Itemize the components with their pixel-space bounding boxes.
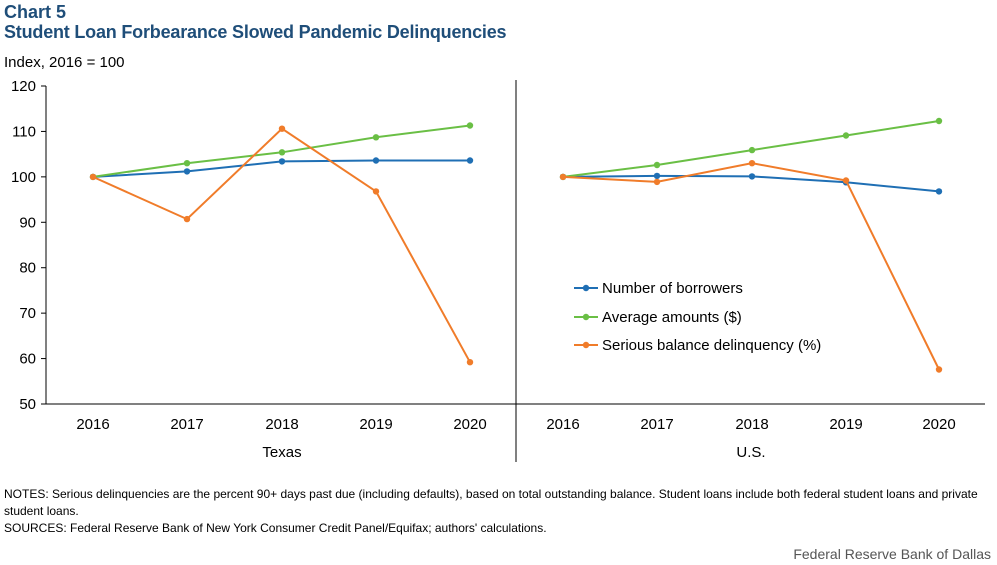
data-point bbox=[653, 178, 661, 186]
x-tick-label: 2019 bbox=[829, 416, 862, 433]
x-tick-label: 2018 bbox=[735, 416, 768, 433]
data-point bbox=[372, 188, 380, 195]
notes-block: NOTES: Serious delinquencies are the per… bbox=[4, 486, 989, 537]
data-point bbox=[183, 168, 191, 175]
y-tick-label: 80 bbox=[19, 260, 36, 277]
panel-label: Texas bbox=[262, 444, 301, 461]
data-point bbox=[842, 132, 850, 139]
y-tick-label: 120 bbox=[11, 78, 36, 95]
data-point bbox=[466, 157, 474, 164]
data-point bbox=[748, 173, 756, 180]
x-tick-label: 2020 bbox=[453, 416, 486, 433]
legend-label: Serious balance delinquency (%) bbox=[602, 337, 821, 354]
x-tick-label: 2016 bbox=[76, 416, 109, 433]
sources-text: SOURCES: Federal Reserve Bank of New Yor… bbox=[4, 521, 547, 535]
chart-title: Student Loan Forbearance Slowed Pandemic… bbox=[4, 22, 507, 42]
data-point bbox=[466, 122, 474, 129]
y-tick-label: 70 bbox=[19, 305, 36, 322]
x-tick-label: 2016 bbox=[546, 416, 579, 433]
source-credit: Federal Reserve Bank of Dallas bbox=[793, 546, 991, 562]
data-point bbox=[183, 160, 191, 167]
notes-text: NOTES: Serious delinquencies are the per… bbox=[4, 487, 978, 518]
data-point bbox=[842, 177, 850, 184]
legend-swatch-marker bbox=[582, 313, 590, 321]
data-point bbox=[935, 117, 943, 125]
panel-label: U.S. bbox=[736, 444, 765, 461]
x-tick-label: 2017 bbox=[640, 416, 673, 433]
data-point bbox=[372, 157, 380, 164]
data-point bbox=[653, 161, 661, 169]
legend-swatch-marker bbox=[582, 341, 590, 349]
data-point bbox=[653, 172, 661, 180]
data-point bbox=[559, 173, 567, 181]
data-point bbox=[278, 125, 286, 132]
chart-number: Chart 5 bbox=[4, 2, 67, 22]
data-point bbox=[183, 215, 191, 223]
line-chart: 50 60 70 80 90 100 110 120 2016 2017 2018 2019 2020 T… bbox=[11, 78, 985, 462]
y-tick-label: 60 bbox=[19, 351, 36, 368]
data-point bbox=[748, 160, 756, 167]
x-tick-label: 2018 bbox=[265, 416, 298, 433]
x-tick-label: 2020 bbox=[922, 416, 955, 433]
data-point bbox=[278, 149, 286, 156]
data-point bbox=[89, 173, 97, 181]
data-point bbox=[935, 188, 943, 195]
y-tick-label: 100 bbox=[11, 169, 36, 186]
data-point bbox=[466, 359, 474, 366]
y-tick-label: 50 bbox=[19, 396, 36, 413]
y-axis-unit-label: Index, 2016 = 100 bbox=[4, 54, 125, 71]
data-point bbox=[935, 366, 943, 373]
legend-label: Number of borrowers bbox=[602, 280, 743, 297]
data-point bbox=[748, 146, 756, 154]
y-tick-label: 110 bbox=[12, 123, 36, 140]
legend-label: Average amounts ($) bbox=[602, 309, 742, 326]
y-tick-label: 90 bbox=[19, 214, 36, 231]
x-tick-label: 2017 bbox=[170, 416, 203, 433]
data-point bbox=[278, 158, 286, 165]
x-tick-label: 2019 bbox=[359, 416, 392, 433]
legend-swatch-marker bbox=[582, 284, 590, 292]
data-point bbox=[372, 134, 380, 141]
